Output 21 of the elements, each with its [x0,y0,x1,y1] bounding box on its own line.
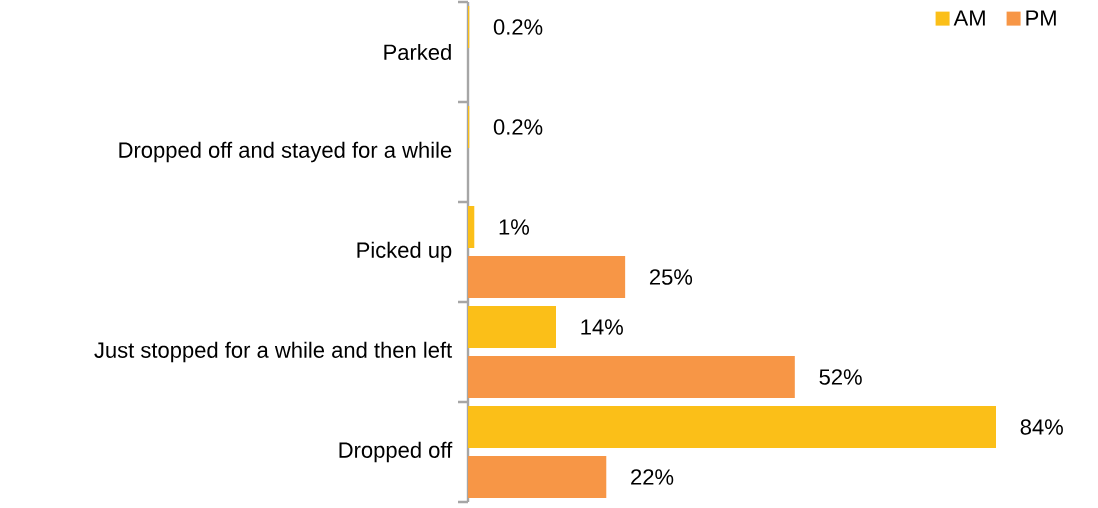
legend-label: PM [1026,10,1056,26]
data-label: 84% [1020,419,1063,435]
y-tick-label: Picked up [357,241,452,263]
data-label: 22% [631,469,674,485]
y-tick-label: Just stopped for a while and then left [94,341,453,363]
legend-label: AM [953,10,985,26]
data-label: 52% [819,369,862,385]
y-tick-label: Parked [384,43,451,61]
data-label: 25% [649,269,693,285]
bar [468,405,996,448]
bar [468,256,626,298]
bar [468,206,475,248]
data-label: 1% [499,219,530,235]
y-tick-label: Dropped off and stayed for a while [119,141,452,163]
data-label: 0.2% [493,119,543,135]
bar [468,455,607,498]
y-tick-label: Dropped off [339,441,453,463]
bar [468,355,795,398]
bar [468,305,556,348]
data-label: 14% [581,319,623,335]
data-label: 0.2% [493,19,543,35]
